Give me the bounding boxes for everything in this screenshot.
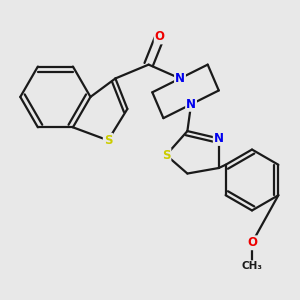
Text: O: O: [247, 236, 257, 249]
Text: N: N: [186, 98, 196, 111]
Text: S: S: [104, 134, 112, 147]
Text: N: N: [214, 132, 224, 145]
Text: CH₃: CH₃: [242, 261, 262, 271]
Text: N: N: [175, 72, 185, 85]
Text: S: S: [162, 148, 170, 162]
Text: O: O: [155, 30, 165, 44]
